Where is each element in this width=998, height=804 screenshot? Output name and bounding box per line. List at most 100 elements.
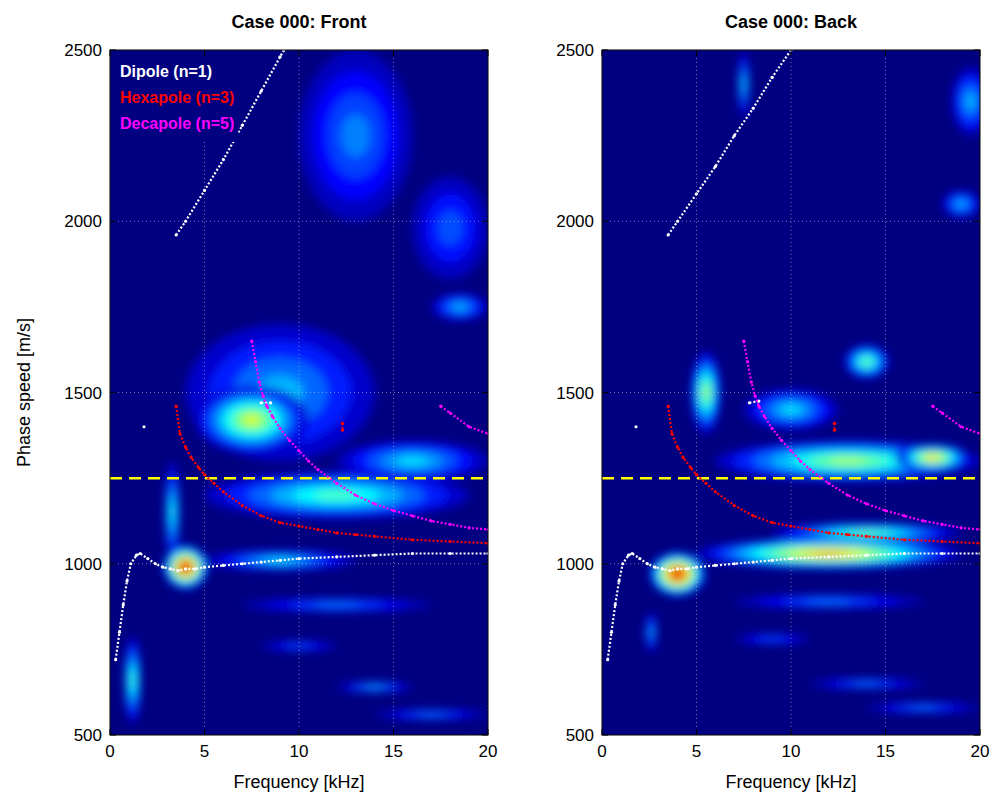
mode-dot (884, 509, 887, 512)
mode-dot (827, 555, 830, 558)
heat-level (704, 387, 708, 399)
mode-dot (789, 524, 792, 527)
heat-level (293, 487, 381, 503)
heatmap (645, 50, 980, 713)
tick-mark (885, 50, 886, 56)
tick-mark (602, 50, 608, 51)
mode-dot (335, 482, 338, 485)
mode-dot (161, 566, 164, 569)
tick-label: 1500 (556, 384, 594, 403)
heat-level (438, 297, 481, 318)
mode-dot (742, 340, 745, 343)
heat-level (389, 711, 474, 719)
grid-line (393, 50, 394, 735)
heat-level (912, 450, 954, 465)
heat-level (810, 455, 886, 467)
heat-level (131, 673, 134, 688)
tick-mark (980, 50, 981, 56)
tick-mark (696, 50, 697, 56)
mode-dot (288, 439, 291, 442)
mode-dot (139, 552, 142, 555)
heat-level (669, 567, 686, 581)
heat-level (838, 681, 895, 686)
heat-blob (205, 550, 356, 571)
panel-title: Case 000: Back (725, 12, 858, 32)
heat-level (375, 709, 488, 719)
heat-level (760, 637, 785, 640)
heat-level (895, 444, 971, 471)
heat-level (220, 552, 341, 568)
mode-dot (178, 432, 181, 435)
grid-line (110, 221, 488, 222)
heat-blob (337, 682, 413, 692)
mode-dot (142, 425, 145, 428)
mode-dot (771, 521, 774, 524)
tick-label: 0 (105, 742, 114, 761)
heat-level (169, 492, 175, 533)
mode-dot (634, 425, 637, 428)
heat-blob (299, 50, 412, 221)
heat-level (130, 665, 136, 695)
heat-level (956, 76, 980, 127)
heat-level (658, 559, 697, 590)
mode-dot (265, 405, 268, 408)
heat-level (860, 357, 873, 367)
heat-level (895, 705, 952, 710)
heat-level (173, 555, 197, 579)
heat-level (238, 411, 266, 428)
mode-dot (279, 559, 282, 562)
heat-level (899, 445, 966, 469)
heat-level (942, 190, 980, 217)
mode-dot (689, 466, 692, 469)
mode-dot (316, 528, 319, 531)
data (110, 50, 488, 661)
mode-dot (714, 490, 717, 493)
mode-dot (203, 566, 206, 569)
heat-blob (242, 598, 431, 612)
heat-blob (844, 345, 889, 379)
mode-dot (184, 567, 187, 570)
mode-dot (184, 220, 187, 223)
mode-dot (241, 562, 244, 565)
mode-dot (175, 233, 178, 236)
heat-level (908, 448, 958, 466)
mode-dot (176, 569, 179, 572)
panel-title: Case 000: Front (231, 12, 366, 32)
heat-level (397, 457, 427, 465)
mode-dot (833, 422, 836, 425)
heat-blob (952, 67, 980, 136)
mode-dot (865, 502, 868, 505)
heat-level (286, 644, 311, 647)
legend-entry: Hexapole (n=3) (120, 89, 234, 106)
heat-level (171, 502, 174, 523)
heat-level (166, 548, 204, 586)
mode-dot (335, 531, 338, 534)
heat-level (850, 349, 882, 373)
heat-level (382, 453, 442, 469)
heat-level (647, 617, 656, 648)
heat-level (738, 50, 749, 119)
mode-dot (833, 429, 836, 432)
tick-mark (696, 729, 697, 735)
heat-level (665, 564, 691, 585)
heat-level (852, 682, 880, 685)
mode-dot (449, 523, 452, 526)
tick-mark (299, 729, 300, 735)
mode-dot (203, 189, 206, 192)
threshold-line (110, 477, 488, 480)
heat-level (805, 600, 852, 603)
tick-label: 15 (876, 742, 895, 761)
heat-level (179, 560, 193, 574)
mode-dot (260, 560, 263, 563)
heat-level (403, 712, 460, 717)
heat-level (924, 455, 941, 461)
heat-level (342, 114, 370, 157)
heat-blob (691, 351, 721, 433)
heat-level (453, 303, 467, 310)
tick-label: 1000 (64, 555, 102, 574)
mode-dot (241, 504, 244, 507)
heat-level (313, 603, 360, 606)
mode-dot (653, 566, 656, 569)
tick-label: 1500 (64, 384, 102, 403)
tick-label: 0 (597, 742, 606, 761)
